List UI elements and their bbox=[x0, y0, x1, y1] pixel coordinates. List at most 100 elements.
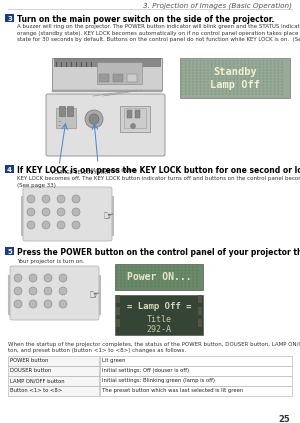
Circle shape bbox=[241, 60, 242, 61]
Circle shape bbox=[124, 286, 125, 287]
Circle shape bbox=[196, 93, 197, 94]
Text: When the startup of the projector completes, the status of the POWER button, DOU: When the startup of the projector comple… bbox=[8, 342, 300, 353]
Circle shape bbox=[267, 66, 268, 68]
Circle shape bbox=[237, 66, 238, 68]
Circle shape bbox=[204, 75, 205, 77]
Bar bbox=[113, 74, 123, 82]
Circle shape bbox=[151, 270, 152, 271]
Text: 3. Projection of Images (Basic Operation): 3. Projection of Images (Basic Operation… bbox=[143, 2, 292, 8]
Circle shape bbox=[143, 266, 144, 267]
Circle shape bbox=[193, 60, 194, 61]
Circle shape bbox=[215, 93, 216, 94]
Bar bbox=[116, 295, 120, 303]
Circle shape bbox=[226, 75, 227, 77]
Circle shape bbox=[151, 273, 152, 274]
Circle shape bbox=[281, 93, 282, 94]
Circle shape bbox=[177, 270, 178, 271]
Circle shape bbox=[189, 79, 190, 80]
Circle shape bbox=[237, 69, 238, 71]
Circle shape bbox=[59, 287, 67, 295]
Circle shape bbox=[181, 266, 182, 267]
Circle shape bbox=[233, 75, 234, 77]
Circle shape bbox=[211, 79, 212, 80]
Circle shape bbox=[222, 60, 223, 61]
Circle shape bbox=[185, 60, 186, 61]
Circle shape bbox=[270, 69, 271, 71]
Circle shape bbox=[189, 60, 190, 61]
Bar bbox=[180, 58, 290, 98]
Circle shape bbox=[44, 300, 52, 308]
Circle shape bbox=[44, 274, 52, 282]
Bar bbox=[100, 386, 292, 396]
Circle shape bbox=[29, 274, 37, 282]
Circle shape bbox=[147, 273, 148, 274]
Circle shape bbox=[170, 270, 171, 271]
Circle shape bbox=[278, 69, 279, 71]
Circle shape bbox=[270, 75, 271, 77]
Circle shape bbox=[200, 93, 201, 94]
Circle shape bbox=[263, 66, 264, 68]
Circle shape bbox=[193, 266, 194, 267]
Circle shape bbox=[263, 79, 264, 80]
Circle shape bbox=[29, 287, 37, 295]
Bar bbox=[5, 14, 14, 22]
Circle shape bbox=[244, 79, 245, 80]
Circle shape bbox=[162, 286, 163, 287]
Circle shape bbox=[185, 72, 186, 74]
Circle shape bbox=[193, 63, 194, 64]
Circle shape bbox=[207, 60, 208, 61]
Circle shape bbox=[259, 60, 260, 61]
Circle shape bbox=[244, 66, 245, 68]
Bar bbox=[97, 62, 142, 84]
Circle shape bbox=[200, 79, 201, 80]
Circle shape bbox=[185, 276, 186, 277]
Circle shape bbox=[252, 72, 253, 74]
Circle shape bbox=[244, 60, 245, 61]
Circle shape bbox=[185, 63, 186, 64]
Circle shape bbox=[189, 66, 190, 68]
Circle shape bbox=[233, 93, 234, 94]
Bar bbox=[135, 110, 140, 118]
Bar bbox=[116, 307, 120, 315]
Circle shape bbox=[204, 72, 205, 74]
Circle shape bbox=[215, 75, 216, 77]
Bar bbox=[115, 264, 203, 290]
Text: ☞: ☞ bbox=[89, 289, 100, 302]
Circle shape bbox=[218, 75, 220, 77]
Circle shape bbox=[281, 60, 282, 61]
Circle shape bbox=[267, 60, 268, 61]
Bar bbox=[120, 106, 150, 132]
Circle shape bbox=[259, 93, 260, 94]
Circle shape bbox=[211, 93, 212, 94]
Circle shape bbox=[215, 60, 216, 61]
Circle shape bbox=[230, 72, 231, 74]
Circle shape bbox=[72, 195, 80, 203]
Circle shape bbox=[267, 72, 268, 74]
Circle shape bbox=[218, 60, 220, 61]
Circle shape bbox=[124, 276, 125, 277]
Circle shape bbox=[244, 63, 245, 64]
Circle shape bbox=[267, 75, 268, 77]
Circle shape bbox=[230, 79, 231, 80]
Circle shape bbox=[278, 60, 279, 61]
Circle shape bbox=[248, 66, 249, 68]
Circle shape bbox=[204, 69, 205, 71]
Bar bbox=[56, 108, 76, 128]
Circle shape bbox=[124, 266, 125, 267]
Circle shape bbox=[204, 93, 205, 94]
Circle shape bbox=[128, 270, 129, 271]
Circle shape bbox=[193, 93, 194, 94]
Bar bbox=[8, 386, 99, 396]
Circle shape bbox=[166, 273, 167, 274]
Circle shape bbox=[233, 79, 234, 80]
Circle shape bbox=[263, 69, 264, 71]
Circle shape bbox=[147, 276, 148, 277]
Circle shape bbox=[166, 286, 167, 287]
Bar bbox=[100, 356, 292, 366]
Circle shape bbox=[166, 276, 167, 277]
Circle shape bbox=[196, 79, 197, 80]
Circle shape bbox=[259, 69, 260, 71]
Circle shape bbox=[226, 93, 227, 94]
Circle shape bbox=[185, 286, 186, 287]
Circle shape bbox=[57, 195, 65, 203]
